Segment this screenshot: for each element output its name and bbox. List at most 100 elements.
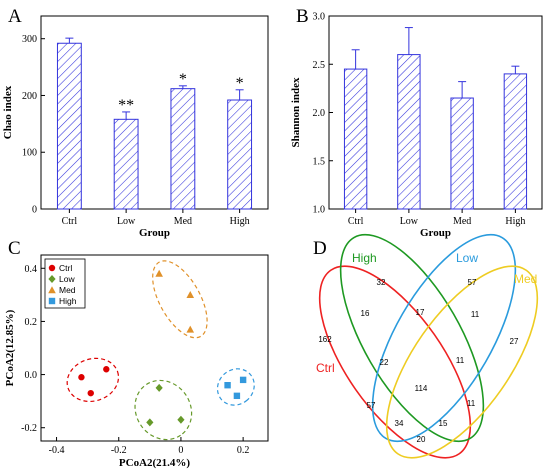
y-tick-label: 0 [32, 205, 37, 216]
y-tick-label: 200 [22, 91, 37, 102]
bar-ctrl [343, 68, 368, 210]
panel-letter: D [313, 238, 327, 259]
y-tick-label: 2.0 [313, 108, 326, 119]
bar-ctrl [56, 42, 82, 210]
bar-high [227, 99, 253, 210]
x-tick-label: High [230, 216, 250, 227]
bar-low [397, 54, 421, 210]
x-tick-label: 0.2 [237, 445, 250, 456]
confidence-ellipse-ctrl [66, 357, 120, 403]
significance-marker: * [236, 75, 244, 92]
x-axis-title: Group [139, 227, 170, 239]
x-tick-label: -0.2 [111, 445, 127, 456]
venn-label-high: High [352, 251, 377, 265]
venn-region-ctrl: 162 [318, 335, 332, 344]
venn-region-low-med: 11 [471, 310, 480, 319]
venn-label-med: Med [514, 272, 537, 286]
bar-low [113, 118, 139, 210]
x-tick-label: Low [117, 216, 136, 227]
confidence-ellipse-low [134, 379, 193, 441]
x-axis-title: PCoA2(21.4%) [119, 457, 191, 469]
venn-region-high-med: 11 [467, 399, 476, 408]
significance-marker: * [179, 71, 187, 88]
panel-d: D Ctrl High Low Med 162 32 57 27 16 17 11 22 11 114 57 1… [313, 233, 539, 459]
venn-region-ctrl-high-low-med: 114 [415, 384, 428, 393]
venn-set-med [385, 265, 539, 459]
venn-region-ctrl-high: 16 [361, 309, 370, 318]
venn-set-high [339, 233, 485, 443]
significance-marker: ** [118, 97, 134, 114]
bar-med [450, 97, 474, 210]
panel-b: B 1.0 1.5 2.0 2.5 3.0 Ctrl Low Med High Group Shann… [290, 6, 543, 239]
plot-frame [40, 254, 269, 442]
panel-letter: A [8, 6, 22, 27]
point-med [186, 291, 195, 299]
point-high [233, 392, 241, 400]
venn-region-high-low: 17 [416, 308, 425, 317]
point-low [146, 418, 154, 427]
plot-frame [40, 15, 269, 210]
y-tick-label: 1.0 [313, 205, 326, 216]
bar-high [503, 73, 528, 210]
y-tick-label: -0.2 [21, 423, 37, 434]
y-axis-title: Shannon index [290, 77, 302, 148]
panel-c: C -0.4 -0.2 0 0.2 -0.2 0.0 0.2 0.4 PCoA2(21.4%) PC… [4, 238, 269, 469]
point-low [177, 415, 185, 424]
confidence-ellipse-med [152, 260, 208, 339]
y-tick-label: 1.5 [313, 156, 326, 167]
point-med [155, 269, 163, 277]
legend-label-ctrl: Ctrl [59, 263, 72, 273]
point-med [186, 325, 195, 333]
venn-region-ctrl-high-low: 22 [380, 358, 389, 367]
legend-label-high: High [59, 296, 77, 306]
venn-label-low: Low [456, 251, 478, 265]
y-axis-title: PCoA2(12.85%) [4, 309, 16, 386]
point-ctrl [103, 366, 110, 373]
legend-marker-high [48, 297, 56, 305]
legend-marker-low [48, 275, 56, 283]
y-axis-title: Chao index [2, 85, 14, 139]
venn-region-ctrl-low-med: 34 [395, 419, 404, 428]
venn-region-low: 57 [468, 278, 477, 287]
x-tick-label: Low [400, 216, 419, 227]
x-tick-label: Med [174, 216, 192, 227]
point-high [239, 376, 247, 384]
legend-marker-med [48, 286, 56, 294]
y-tick-label: 0.0 [25, 370, 38, 381]
x-tick-label: High [505, 216, 525, 227]
x-tick-label: 0 [178, 445, 183, 456]
panel-letter: B [296, 6, 309, 27]
venn-label-ctrl: Ctrl [316, 361, 335, 375]
point-ctrl [78, 374, 85, 381]
confidence-ellipse-high [216, 368, 255, 406]
y-tick-label: 2.5 [313, 60, 326, 71]
y-tick-label: 300 [22, 34, 37, 45]
x-tick-label: Med [453, 216, 471, 227]
bar-med [170, 88, 196, 210]
venn-region-ctrl-high-med: 15 [439, 419, 448, 428]
point-high [224, 382, 231, 389]
y-tick-label: 3.0 [313, 12, 326, 23]
panel-letter: C [8, 238, 21, 259]
y-tick-label: 0.2 [25, 317, 38, 328]
legend-label-med: Med [59, 285, 76, 295]
point-low [155, 383, 163, 392]
venn-region-high-low-med: 11 [456, 356, 465, 365]
venn-region-ctrl-low: 57 [367, 401, 376, 410]
venn-set-ctrl [318, 265, 472, 459]
y-tick-label: 100 [22, 148, 37, 159]
panel-a: A 0 100 200 300 Ctrl Low ** Med * High * Group Chao i… [2, 6, 269, 239]
point-ctrl [87, 389, 94, 397]
venn-region-med: 27 [510, 337, 519, 346]
legend-marker-ctrl [48, 264, 56, 272]
venn-region-high: 32 [377, 278, 386, 287]
x-tick-label: Ctrl [348, 216, 364, 227]
venn-region-ctrl-med: 20 [417, 435, 426, 444]
legend-label-low: Low [59, 274, 75, 284]
x-tick-label: Ctrl [62, 216, 78, 227]
x-tick-label: -0.4 [49, 445, 65, 456]
x-axis-title: Group [420, 227, 451, 239]
venn-set-low [371, 233, 517, 443]
y-tick-label: 0.4 [25, 264, 38, 275]
